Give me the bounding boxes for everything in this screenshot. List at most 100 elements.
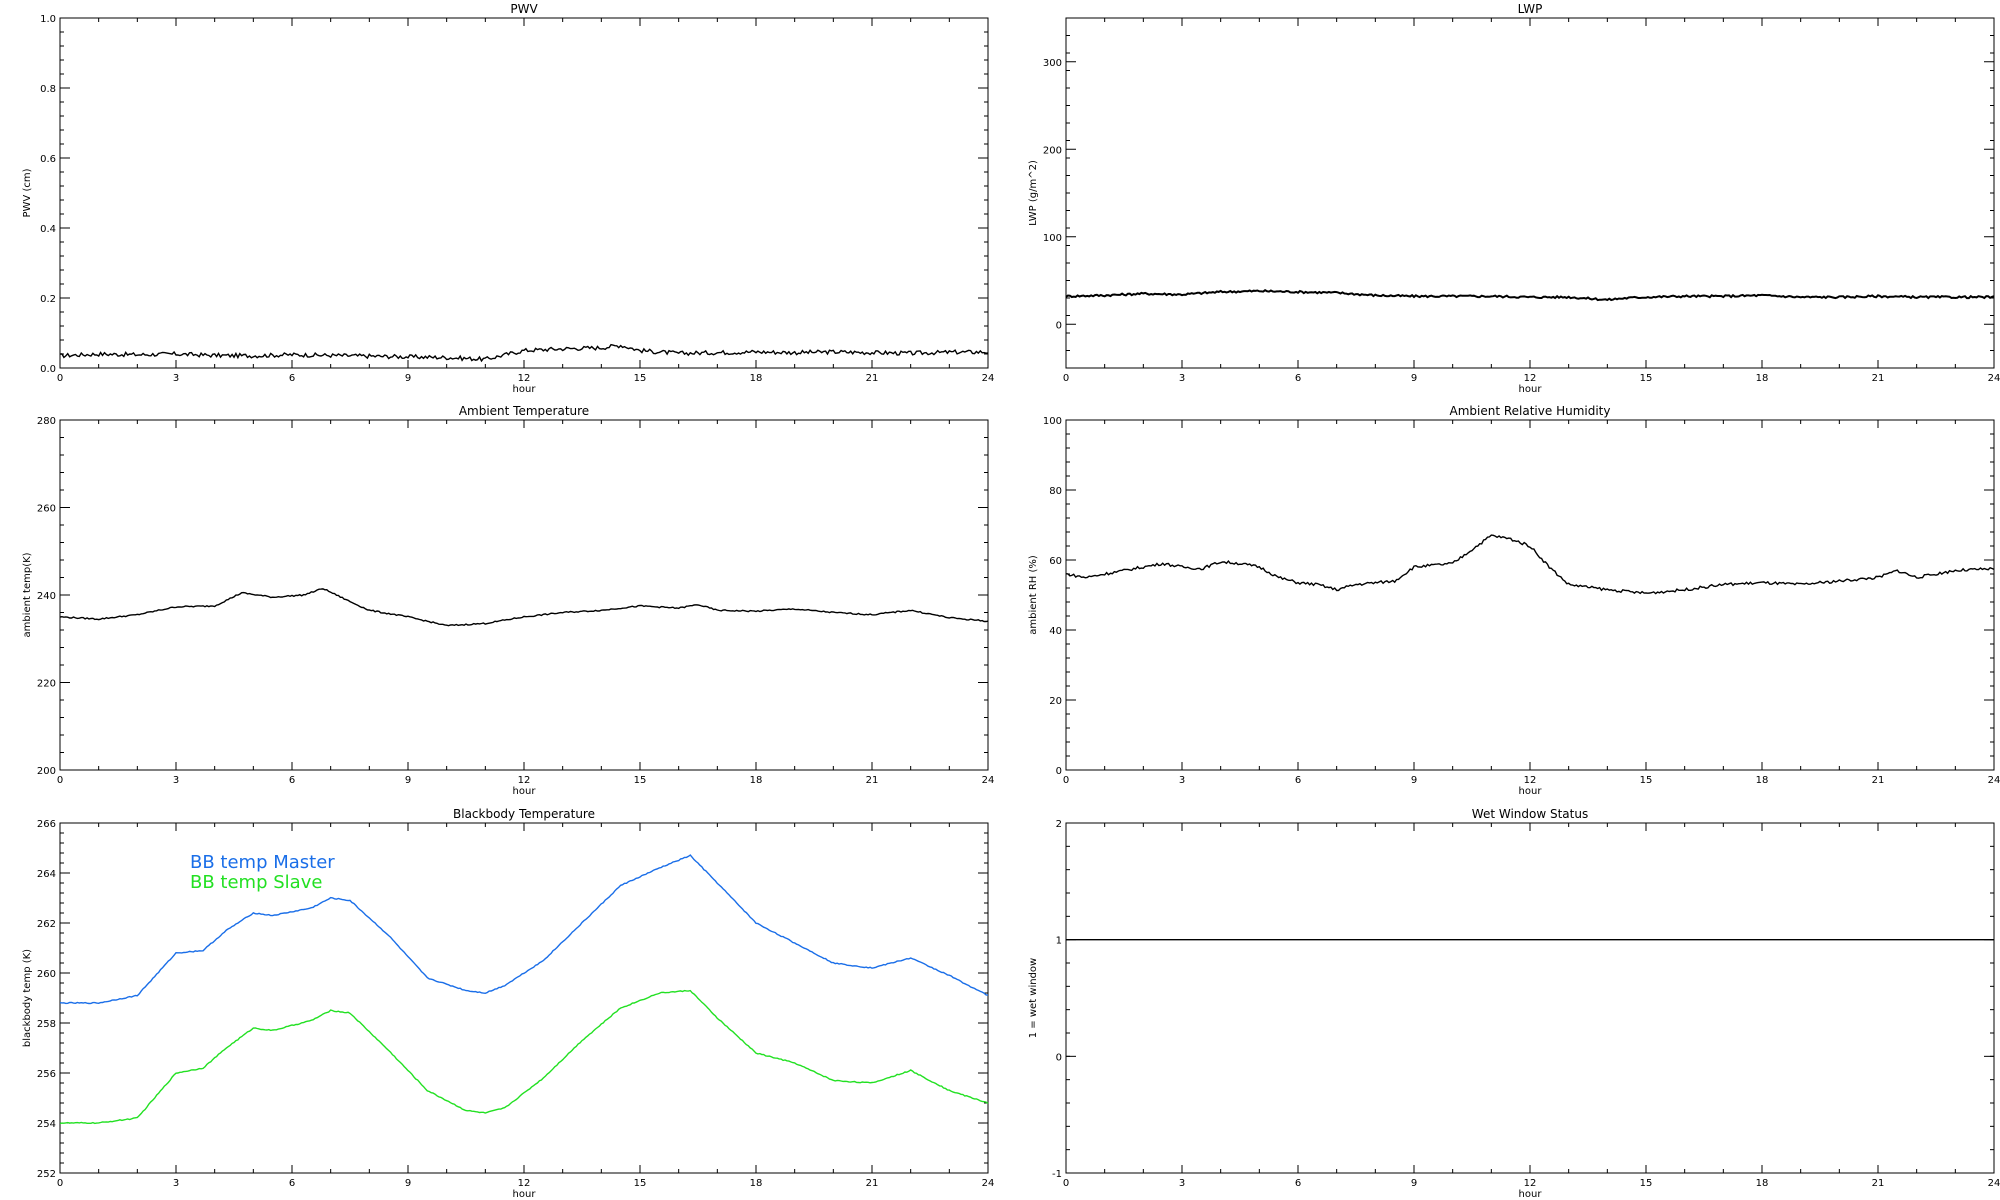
x-tick-label: 24 (982, 373, 995, 384)
chart-title: Ambient Temperature (459, 404, 589, 418)
y-tick-label: 1.0 (40, 14, 56, 25)
x-tick-label: 3 (173, 775, 179, 786)
x-tick-label: 21 (866, 775, 879, 786)
chart-panel-4: Ambient Relative Humidity 0 3 6 9 12 15 18 21 24 0… (1028, 404, 2000, 797)
x-tick-label: 3 (1179, 775, 1185, 786)
y-tick-label: -1 (1052, 1169, 1062, 1180)
x-tick-label: 12 (518, 775, 531, 786)
series-line-1 (1065, 289, 1995, 302)
x-tick-label: 21 (1872, 373, 1885, 384)
x-tick-label: 9 (1411, 373, 1417, 384)
y-tick-label: 0 (1056, 320, 1062, 331)
x-tick-label: 18 (750, 373, 763, 384)
legend-entry: BB temp Master (190, 852, 335, 873)
x-tick-label: 15 (634, 373, 647, 384)
plot-frame (1065, 17, 1995, 369)
y-tick-label: 260 (37, 504, 56, 515)
x-axis-label: hour (1519, 786, 1543, 797)
x-tick-label: 3 (173, 373, 179, 384)
x-tick-label: 24 (982, 1178, 995, 1189)
y-tick-label: 60 (1049, 556, 1062, 567)
y-tick-label: 100 (1043, 233, 1062, 244)
y-tick-label: 0.8 (40, 84, 56, 95)
x-tick-label: 0 (57, 1178, 63, 1189)
y-axis-label: ambient RH (%) (1028, 555, 1039, 635)
y-tick-label: 254 (37, 1119, 56, 1130)
y-tick-label: 220 (37, 679, 56, 690)
x-tick-label: 15 (634, 1178, 647, 1189)
x-axis-label: hour (513, 1189, 537, 1200)
x-tick-label: 3 (1179, 1178, 1185, 1189)
x-tick-label: 3 (1179, 373, 1185, 384)
x-tick-label: 18 (750, 1178, 763, 1189)
y-tick-label: 280 (37, 416, 56, 427)
x-tick-label: 18 (750, 775, 763, 786)
x-tick-label: 9 (1411, 1178, 1417, 1189)
x-tick-label: 24 (1988, 775, 2000, 786)
x-axis-label: hour (513, 384, 537, 395)
y-tick-label: 256 (37, 1069, 56, 1080)
y-tick-label: 266 (37, 819, 56, 830)
series-line-1 (59, 854, 989, 1005)
y-tick-label: 100 (1043, 416, 1062, 427)
y-tick-label: 40 (1049, 626, 1062, 637)
x-tick-label: 24 (1988, 373, 2000, 384)
y-tick-label: 0.2 (40, 294, 56, 305)
y-tick-label: 1 (1056, 936, 1062, 947)
x-tick-label: 0 (57, 775, 63, 786)
chart-title: PWV (510, 2, 538, 16)
x-tick-label: 9 (1411, 775, 1417, 786)
x-tick-label: 21 (866, 1178, 879, 1189)
x-tick-label: 9 (405, 1178, 411, 1189)
y-tick-label: 252 (37, 1169, 56, 1180)
x-tick-label: 24 (982, 775, 995, 786)
x-tick-label: 6 (1295, 373, 1301, 384)
legend-entry: BB temp Slave (190, 872, 322, 893)
series-line-2 (59, 989, 989, 1125)
chart-title: Ambient Relative Humidity (1450, 404, 1611, 418)
chart-panel-1: PWV 0 3 6 9 12 15 18 21 24 0.0 0.2 0.4 0.6 0.8 1.0 hour P… (22, 2, 994, 395)
x-tick-label: 15 (1640, 1178, 1653, 1189)
x-tick-label: 6 (1295, 1178, 1301, 1189)
x-tick-label: 12 (1524, 775, 1537, 786)
x-tick-label: 18 (1756, 775, 1769, 786)
y-tick-label: 0.6 (40, 154, 56, 165)
x-tick-label: 18 (1756, 373, 1769, 384)
y-tick-label: 0.4 (40, 224, 56, 235)
y-tick-label: 0 (1056, 1052, 1062, 1063)
x-tick-label: 21 (1872, 775, 1885, 786)
x-tick-label: 21 (866, 373, 879, 384)
y-tick-label: 260 (37, 969, 56, 980)
chart-title: LWP (1518, 2, 1543, 16)
plot-frame (1065, 822, 1995, 1174)
chart-title: Blackbody Temperature (453, 807, 595, 821)
chart-panel-3: Ambient Temperature 0 3 6 9 12 15 18 21 24 200 220 2… (22, 404, 994, 797)
series-line-1 (59, 343, 989, 363)
y-tick-label: 300 (1043, 58, 1062, 69)
x-tick-label: 6 (289, 373, 295, 384)
x-tick-label: 0 (1063, 1178, 1069, 1189)
y-axis-label: LWP (g/m^2) (1028, 160, 1039, 226)
chart-panel-5: Blackbody Temperature 0 3 6 9 12 15 18 21 24 252 25… (22, 807, 994, 1200)
y-tick-label: 200 (37, 766, 56, 777)
plot-frame (59, 17, 989, 369)
x-tick-label: 15 (634, 775, 647, 786)
x-tick-label: 9 (405, 373, 411, 384)
y-axis-label: ambient temp(K) (22, 552, 33, 637)
y-tick-label: 264 (37, 869, 56, 880)
x-tick-label: 21 (1872, 1178, 1885, 1189)
y-axis-label: PWV (cm) (22, 168, 33, 217)
plot-frame (59, 419, 989, 771)
x-tick-label: 9 (405, 775, 411, 786)
y-tick-label: 2 (1056, 819, 1062, 830)
y-tick-label: 200 (1043, 145, 1062, 156)
x-axis-label: hour (1519, 1189, 1543, 1200)
y-tick-label: 240 (37, 591, 56, 602)
y-tick-label: 0 (1056, 766, 1062, 777)
y-tick-label: 258 (37, 1019, 56, 1030)
plot-frame (1065, 419, 1995, 771)
x-tick-label: 18 (1756, 1178, 1769, 1189)
x-tick-label: 24 (1988, 1178, 2000, 1189)
